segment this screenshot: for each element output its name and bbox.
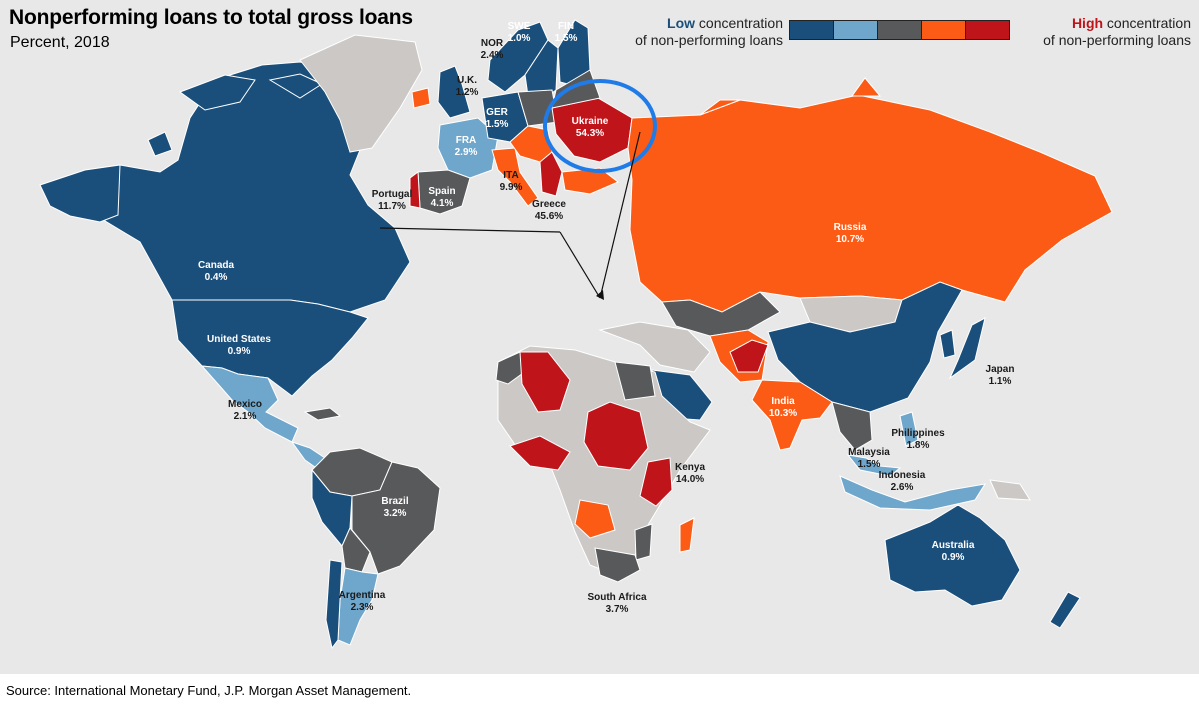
country-egypt: [614, 361, 656, 401]
country-bolivia: [341, 527, 371, 573]
country-new-zealand: [1049, 591, 1081, 629]
country-philippines: [899, 411, 919, 447]
country-france: [437, 117, 499, 179]
ukraine-connector-line: [559, 231, 601, 299]
label-norway: NOR 2.4%: [480, 38, 504, 61]
label-finland: FIN 1.5%: [554, 21, 578, 44]
label-kenya: Kenya 14.0%: [674, 462, 706, 485]
country-south-africa: [594, 547, 641, 583]
legend-low-rest: concentration: [695, 15, 783, 31]
country-angola: [574, 499, 616, 539]
country-kazakhstan: [661, 291, 781, 337]
country-middle-east: [598, 321, 711, 373]
country-portugal: [409, 171, 421, 209]
label-germany: GER 1.5%: [485, 107, 509, 130]
country-mozambique: [634, 523, 653, 561]
legend-color-scale: [789, 20, 1010, 40]
country-greenland: [299, 34, 423, 153]
legend-low-keyword: Low: [667, 15, 696, 31]
ukraine-arrowhead: [596, 290, 604, 300]
chart-subtitle: Percent, 2018: [10, 34, 110, 51]
legend-swatch-4: [921, 20, 966, 40]
country-west-africa: [509, 435, 571, 471]
label-mexico: Mexico 2.1%: [228, 399, 262, 422]
source-note: Source: International Monetary Fund, J.P…: [6, 683, 412, 698]
country-madagascar: [679, 517, 695, 553]
country-chile: [325, 559, 343, 650]
country-alaska: [39, 164, 121, 223]
legend-swatch-2: [833, 20, 878, 40]
label-canada: Canada 0.4%: [197, 260, 235, 283]
legend-swatch-1: [789, 20, 834, 40]
label-philippines: Philippines 1.8%: [891, 428, 945, 451]
legend-swatch-3: [877, 20, 922, 40]
label-spain: Spain 4.1%: [428, 186, 456, 209]
label-japan: Japan 1.1%: [985, 364, 1015, 387]
country-afghanistan: [729, 339, 769, 373]
world-map: [39, 19, 1113, 650]
country-japan: [948, 317, 986, 380]
legend-low-line2: of non-performing loans: [635, 32, 783, 48]
label-russia: Russia 10.7%: [833, 222, 867, 245]
label-malaysia: Malaysia 1.5%: [848, 447, 890, 470]
label-uk: U.K. 1.2%: [455, 75, 479, 98]
country-ukraine: [551, 97, 633, 163]
country-italy: [491, 147, 539, 207]
country-greece: [539, 151, 563, 197]
country-australia: [884, 504, 1021, 607]
caribbean: [303, 407, 342, 421]
ukraine-pointer-line: [379, 227, 561, 233]
country-chad-sudan: [583, 401, 649, 471]
label-brazil: Brazil 3.2%: [381, 496, 409, 519]
country-ireland: [411, 87, 431, 109]
label-portugal: Portugal 11.7%: [371, 189, 413, 212]
country-turkey: [561, 167, 619, 195]
country-korea: [939, 329, 956, 359]
legend-low-label: Low concentration of non-performing loan…: [605, 15, 783, 49]
russia-arctic-islands: [699, 77, 882, 116]
label-greece: Greece 45.6%: [532, 199, 566, 222]
label-italy: ITA 9.9%: [499, 170, 523, 193]
legend-high-keyword: High: [1071, 15, 1104, 31]
ukraine-highlight-circle: [543, 79, 657, 173]
country-kenya: [639, 457, 673, 507]
legend-high-line2: of non-performing loans: [1043, 32, 1191, 48]
legend-swatch-5: [965, 20, 1010, 40]
label-ukraine: Ukraine 54.3%: [571, 116, 609, 139]
country-papua: [989, 479, 1031, 501]
country-algeria: [519, 351, 571, 413]
country-indonesia: [839, 475, 987, 511]
country-mexico: [200, 365, 299, 443]
label-indonesia: Indonesia 2.6%: [878, 470, 926, 493]
legend-high-label: High concentration of non-performing loa…: [985, 15, 1191, 49]
legend-high-rest: concentration: [1103, 15, 1191, 31]
country-uk: [437, 65, 471, 119]
country-malaysia: [846, 454, 902, 477]
country-russia: [627, 94, 1113, 313]
label-australia: Australia 0.9%: [931, 540, 975, 563]
label-united-states: United States 0.9%: [207, 334, 271, 357]
label-south-africa: South Africa 3.7%: [587, 592, 647, 615]
chart-title: Nonperforming loans to total gross loans: [9, 6, 413, 29]
label-argentina: Argentina 2.3%: [338, 590, 386, 613]
ukraine-connector-line-2: [599, 131, 641, 299]
label-france: FRA 2.9%: [454, 135, 478, 158]
country-southeast-asia: [831, 401, 873, 451]
label-india: India 10.3%: [768, 396, 798, 419]
country-india: [751, 379, 833, 451]
label-sweden: SWE 1.0%: [507, 21, 531, 44]
